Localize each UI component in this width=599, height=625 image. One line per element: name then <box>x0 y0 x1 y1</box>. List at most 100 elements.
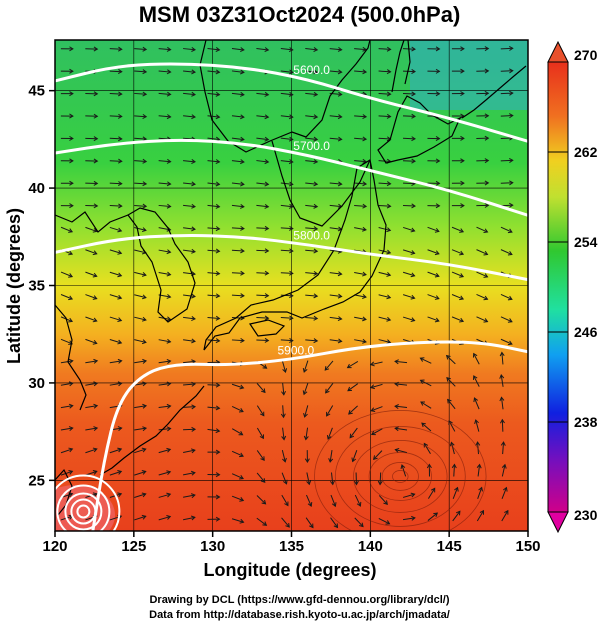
wind-arrowhead <box>260 478 266 483</box>
wind-arrow <box>158 516 171 521</box>
wind-arrow <box>330 472 334 485</box>
wind-arrow <box>134 294 147 299</box>
wind-arrow <box>256 272 269 274</box>
wind-arrowhead <box>68 426 74 432</box>
wind-arrow <box>158 471 171 476</box>
wind-arrow <box>280 70 293 73</box>
wind-arrow <box>354 70 367 73</box>
wind-arrow <box>347 361 359 369</box>
wind-arrowhead <box>191 404 197 410</box>
wind-arrow <box>502 442 505 455</box>
wind-arrow <box>378 316 391 321</box>
wind-arrow <box>395 405 408 408</box>
wind-arrow <box>183 406 196 408</box>
wind-arrow <box>446 377 456 387</box>
wind-arrow <box>305 92 318 96</box>
wind-arrowhead <box>362 69 368 75</box>
wind-arrowhead <box>166 181 172 187</box>
wind-arrow <box>303 382 309 395</box>
wind-arrow <box>403 137 416 140</box>
wind-arrow <box>134 360 147 364</box>
wind-arrowhead <box>93 381 99 387</box>
wind-arrowhead <box>117 294 123 300</box>
wind-arrow <box>85 316 97 322</box>
wind-arrow <box>378 517 390 525</box>
wind-arrowhead <box>191 114 196 120</box>
wind-arrow <box>500 159 513 162</box>
wind-arrowhead <box>289 248 294 254</box>
wind-arrowhead <box>117 272 123 278</box>
wind-arrow <box>85 271 97 277</box>
wind-arrowhead <box>411 136 416 142</box>
wind-arrow <box>109 182 122 185</box>
wind-arrowhead <box>240 47 245 53</box>
wind-arrow <box>378 182 391 185</box>
wind-arrowhead <box>191 69 196 75</box>
wind-arrowhead <box>240 159 245 165</box>
wind-arrow <box>501 487 507 499</box>
wind-arrow <box>231 204 244 208</box>
wind-arrowhead <box>337 91 343 97</box>
wind-arrowhead <box>337 293 343 299</box>
colorbar-tick-label: 230 <box>574 507 598 523</box>
low-center-ring <box>76 504 91 519</box>
wind-arrow <box>329 137 342 140</box>
wind-arrowhead <box>370 407 376 413</box>
wind-arrow <box>329 48 342 51</box>
wind-arrowhead <box>460 135 465 141</box>
wind-arrow <box>134 316 147 321</box>
wind-arrow <box>378 227 391 231</box>
wind-arrow <box>354 227 367 231</box>
grid <box>55 40 528 531</box>
wind-arrow <box>231 48 244 51</box>
wind-arrowhead <box>289 315 294 321</box>
wind-arrow <box>183 92 196 96</box>
wind-arrowhead <box>69 46 74 52</box>
wind-arrowhead <box>92 492 98 498</box>
wind-arrowhead <box>69 158 74 164</box>
wind-arrowhead <box>383 500 388 506</box>
wind-arrowhead <box>377 480 383 486</box>
wind-vectors <box>60 45 514 529</box>
wind-arrow <box>326 405 334 417</box>
wind-arrowhead <box>362 338 367 344</box>
wind-arrowhead <box>459 228 465 233</box>
wind-arrowhead <box>117 227 123 233</box>
wind-arrow <box>134 339 147 343</box>
wind-arrow <box>500 70 513 72</box>
wind-arrow <box>330 494 336 507</box>
wind-arrowhead <box>142 91 148 97</box>
wind-arrow <box>60 405 73 409</box>
wind-arrowhead <box>484 158 490 164</box>
wind-arrowhead <box>337 338 343 344</box>
wind-arrowhead <box>313 270 319 276</box>
wind-arrowhead <box>326 411 331 417</box>
wind-arrow <box>183 249 196 253</box>
y-tick-label: 30 <box>28 375 45 392</box>
wind-arrowhead <box>260 456 265 462</box>
wind-arrowhead <box>446 377 451 382</box>
wind-arrow <box>500 226 513 233</box>
wind-arrowhead <box>460 158 465 164</box>
wind-arrow <box>395 383 408 386</box>
wind-arrow <box>305 294 318 297</box>
wind-arrowhead <box>460 203 465 209</box>
wind-arrow <box>207 115 220 118</box>
low-center-ring <box>56 484 111 531</box>
wind-arrowhead <box>215 203 221 209</box>
wind-arrowhead <box>313 47 319 52</box>
wind-arrow <box>280 294 293 297</box>
wind-arrowhead <box>215 338 221 344</box>
wind-arrow <box>305 339 318 342</box>
wind-arrowhead <box>349 433 355 439</box>
wind-arrowhead <box>264 203 270 209</box>
wind-arrowhead <box>191 91 196 97</box>
wind-arrowhead <box>117 158 123 164</box>
wind-arrow <box>60 271 73 278</box>
wind-arrow <box>476 226 488 233</box>
wind-arrowhead <box>69 180 74 186</box>
wind-arrow <box>85 427 98 431</box>
wind-arrowhead <box>370 430 376 436</box>
wind-arrowhead <box>240 136 245 142</box>
wind-arrowhead <box>68 295 74 301</box>
